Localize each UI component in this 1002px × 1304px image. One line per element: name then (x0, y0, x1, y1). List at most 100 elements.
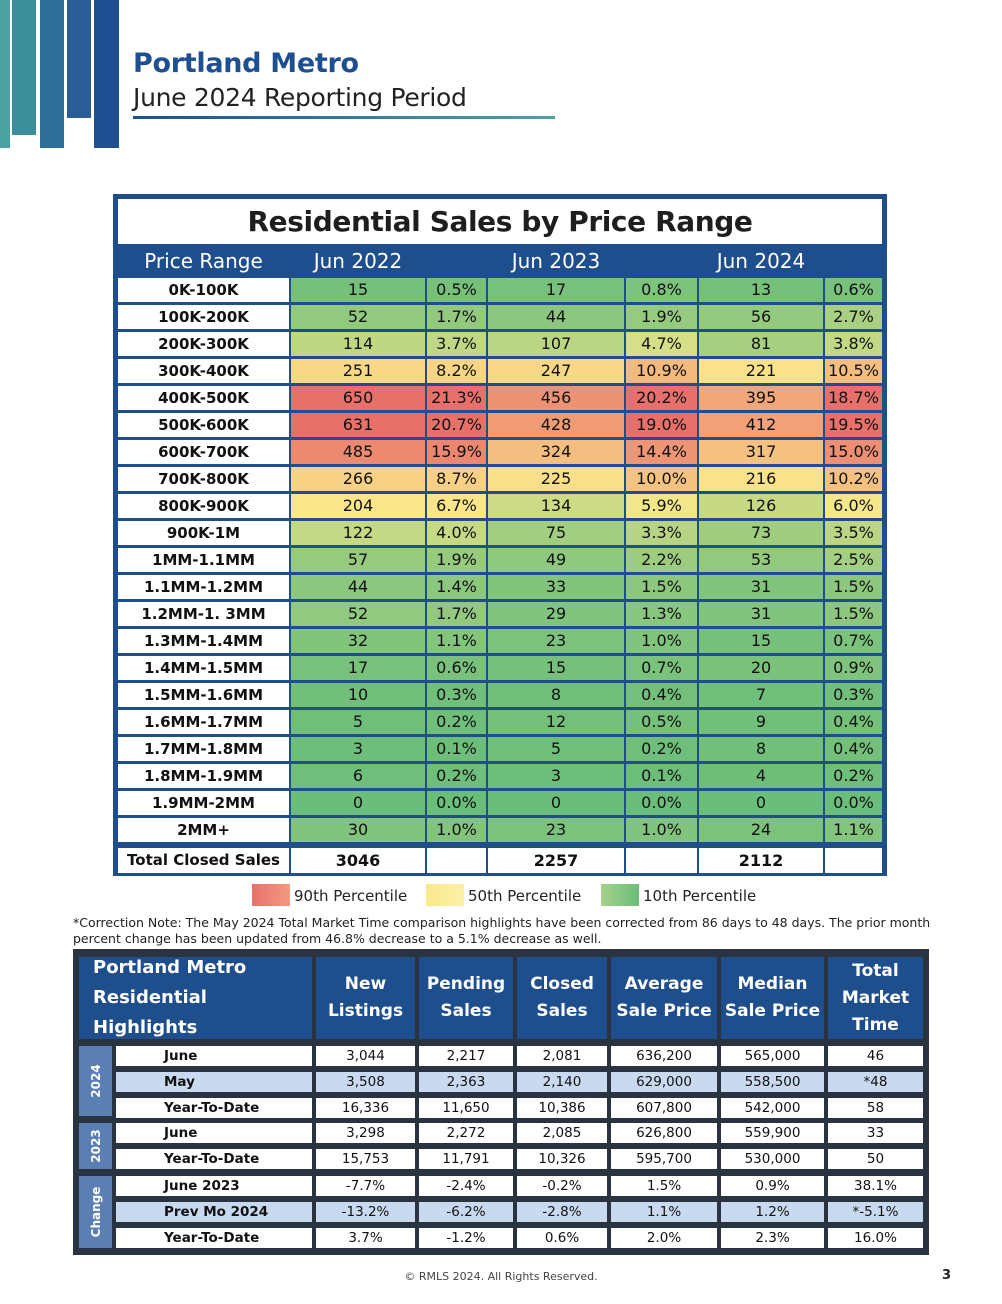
closed-sales: 10,326 (517, 1149, 607, 1169)
price-range-label: 1.6MM-1.7MM (118, 710, 289, 734)
price-range-label: 200K-300K (118, 332, 289, 356)
header-line: Closed (530, 974, 594, 994)
count-2024: 31 (699, 602, 823, 626)
price-range-row: 1.6MM-1.7MM 5 0.2% 12 0.5% 9 0.4% (118, 710, 882, 734)
pct-2023: 5.9% (626, 494, 697, 518)
header-median-sale-price: Median Sale Price (721, 957, 824, 1039)
pct-2024: 0.4% (825, 737, 882, 761)
row-label: June (116, 1046, 312, 1066)
row-label: May (116, 1072, 312, 1092)
average-sale-price: 1.5% (611, 1176, 717, 1196)
price-range-label: 500K-600K (118, 413, 289, 437)
pct-2022: 21.3% (427, 386, 486, 410)
count-2022: 44 (291, 575, 425, 599)
new-listings: 3.7% (316, 1228, 415, 1248)
legend-swatch (252, 884, 290, 906)
count-2022: 631 (291, 413, 425, 437)
count-2024: 73 (699, 521, 823, 545)
median-sale-price: 559,900 (721, 1123, 824, 1143)
pct-2024: 15.0% (825, 440, 882, 464)
brand-bar (0, 0, 10, 148)
header-line: Median (737, 974, 808, 994)
pct-2022: 1.7% (427, 602, 486, 626)
pct-2022: 8.2% (427, 359, 486, 383)
count-2024: 13 (699, 278, 823, 302)
price-range-row: 600K-700K 485 15.9% 324 14.4% 317 15.0% (118, 440, 882, 464)
count-2024: 126 (699, 494, 823, 518)
count-2024: 317 (699, 440, 823, 464)
total-market-time: 38.1% (828, 1176, 923, 1196)
pct-2024: 1.5% (825, 575, 882, 599)
new-listings: -7.7% (316, 1176, 415, 1196)
count-2022: 0 (291, 791, 425, 815)
pct-2024: 19.5% (825, 413, 882, 437)
total-market-time: 50 (828, 1149, 923, 1169)
price-range-row: 900K-1M 122 4.0% 75 3.3% 73 3.5% (118, 521, 882, 545)
count-2024: 9 (699, 710, 823, 734)
count-2024: 31 (699, 575, 823, 599)
price-range-row: 300K-400K 251 8.2% 247 10.9% 221 10.5% (118, 359, 882, 383)
new-listings: -13.2% (316, 1202, 415, 1222)
total-market-time: 33 (828, 1123, 923, 1143)
count-2022: 32 (291, 629, 425, 653)
group-change: Change (79, 1176, 112, 1248)
pct-2024: 18.7% (825, 386, 882, 410)
header-line: Market (841, 987, 910, 1008)
pct-2024: 2.5% (825, 548, 882, 572)
highlights-row: June 3,044 2,217 2,081 636,200 565,000 46 (116, 1046, 923, 1066)
median-sale-price: 530,000 (721, 1149, 824, 1169)
pending-sales: 2,272 (419, 1123, 513, 1143)
pct-2022: 1.4% (427, 575, 486, 599)
header-line: Sale Price (616, 1001, 712, 1021)
price-range-row: 700K-800K 266 8.7% 225 10.0% 216 10.2% (118, 467, 882, 491)
total-market-time: *48 (828, 1072, 923, 1092)
new-listings: 15,753 (316, 1149, 415, 1169)
pct-2022: 0.6% (427, 656, 486, 680)
average-sale-price: 626,800 (611, 1123, 717, 1143)
col-header-price-range: Price Range (144, 249, 263, 273)
row-label: Year-To-Date (116, 1149, 312, 1169)
count-2024: 81 (699, 332, 823, 356)
count-2023: 33 (488, 575, 624, 599)
pct-2023: 0.8% (626, 278, 697, 302)
pct-2024: 3.8% (825, 332, 882, 356)
closed-sales: 2,140 (517, 1072, 607, 1092)
median-sale-price: 2.3% (721, 1228, 824, 1248)
count-2023: 23 (488, 629, 624, 653)
pct-2023: 19.0% (626, 413, 697, 437)
price-range-label: 800K-900K (118, 494, 289, 518)
price-range-row: 1.8MM-1.9MM 6 0.2% 3 0.1% 4 0.2% (118, 764, 882, 788)
group-2024: 2024 (79, 1046, 112, 1116)
pct-2024: 0.0% (825, 791, 882, 815)
total-row: Total Closed Sales 3046 2257 2112 (118, 848, 882, 873)
price-range-row: 1.1MM-1.2MM 44 1.4% 33 1.5% 31 1.5% (118, 575, 882, 599)
header-line: Total (852, 960, 899, 981)
count-2023: 8 (488, 683, 624, 707)
price-range-table: Residential Sales by Price Range Price R… (113, 194, 887, 876)
group-2023: 2023 (79, 1123, 112, 1169)
pct-2024: 2.7% (825, 305, 882, 329)
pct-2022: 1.7% (427, 305, 486, 329)
pct-2024: 1.5% (825, 602, 882, 626)
average-sale-price: 636,200 (611, 1046, 717, 1066)
count-2022: 3 (291, 737, 425, 761)
count-2023: 428 (488, 413, 624, 437)
highlights-row: Prev Mo 2024 -13.2% -6.2% -2.8% 1.1% 1.2% *-5.… (116, 1202, 923, 1222)
pct-2022: 3.7% (427, 332, 486, 356)
count-2024: 216 (699, 467, 823, 491)
header-average-sale-price: Average Sale Price (611, 957, 717, 1039)
pct-2022: 1.1% (427, 629, 486, 653)
header-line: New (344, 974, 387, 994)
new-listings: 3,298 (316, 1123, 415, 1143)
price-range-label: 1.8MM-1.9MM (118, 764, 289, 788)
header-new-listings: New Listings (316, 957, 415, 1039)
count-2022: 17 (291, 656, 425, 680)
pending-sales: -1.2% (419, 1228, 513, 1248)
pct-2023: 0.7% (626, 656, 697, 680)
average-sale-price: 629,000 (611, 1072, 717, 1092)
price-range-label: 1.4MM-1.5MM (118, 656, 289, 680)
price-range-label: 1.9MM-2MM (118, 791, 289, 815)
pct-2022: 20.7% (427, 413, 486, 437)
price-range-row: 200K-300K 114 3.7% 107 4.7% 81 3.8% (118, 332, 882, 356)
count-2023: 247 (488, 359, 624, 383)
